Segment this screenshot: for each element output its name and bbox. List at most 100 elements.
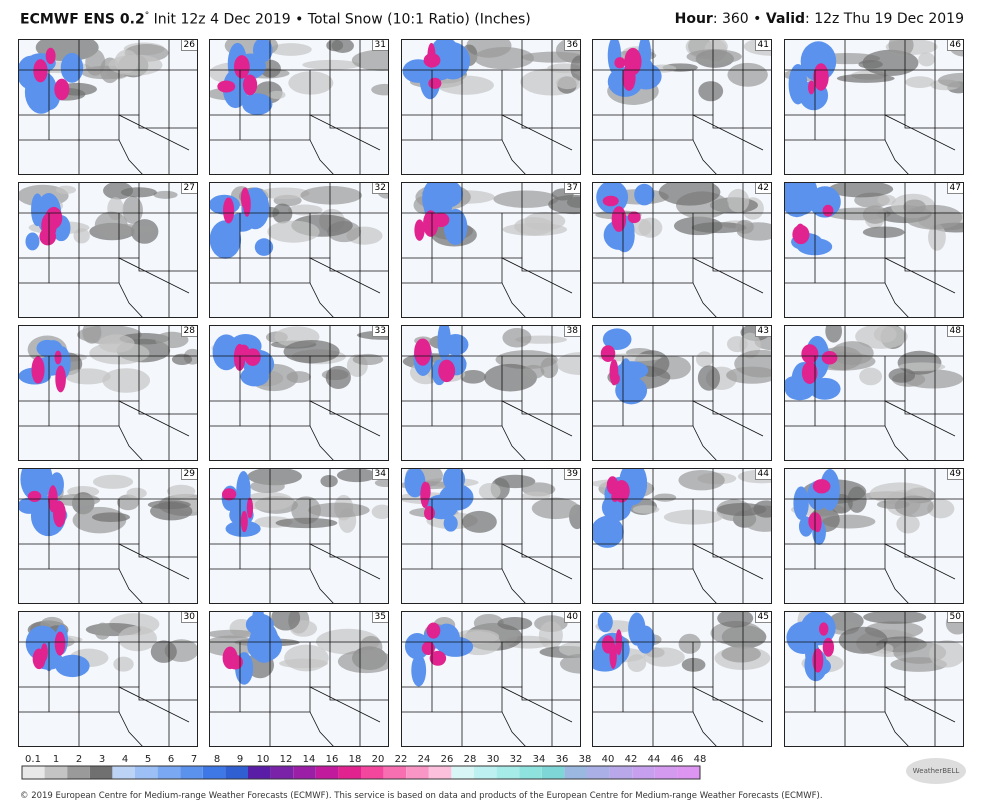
- snow-area: [45, 47, 56, 65]
- snow-area: [325, 365, 351, 390]
- colorbar-swatch: [383, 766, 407, 779]
- member-number: 44: [754, 469, 771, 480]
- member-number: 50: [946, 612, 963, 623]
- snow-area: [696, 351, 714, 368]
- snow-area: [91, 512, 131, 523]
- map-panel: 40: [401, 611, 581, 747]
- degree: °: [144, 11, 150, 21]
- colorbar-label: 0.1: [25, 754, 41, 765]
- snow-area: [223, 197, 235, 224]
- member-number: 49: [946, 469, 963, 480]
- state-border: [462, 282, 526, 317]
- snow-area: [918, 52, 936, 67]
- snow-area: [862, 49, 919, 76]
- snow-area: [602, 328, 632, 350]
- map: [593, 326, 771, 460]
- map-panel: 50: [784, 611, 964, 747]
- snow-area: [615, 376, 648, 405]
- snow-area: [531, 497, 580, 520]
- colorbar-label: 18: [349, 754, 362, 765]
- state-border: [884, 114, 956, 151]
- state-border: [593, 400, 771, 415]
- snow-area: [653, 493, 677, 502]
- map-panel: 30: [18, 611, 198, 747]
- snow-area: [721, 645, 761, 663]
- member-number: 26: [180, 40, 197, 51]
- snow-area: [423, 210, 439, 237]
- state-border: [210, 543, 388, 558]
- snow-area: [497, 616, 533, 631]
- colorbar-label: 1: [53, 754, 59, 765]
- map-panel: 26: [18, 39, 198, 175]
- state-border: [118, 114, 190, 151]
- snow-area: [801, 361, 818, 385]
- map-panel: 41: [592, 39, 772, 175]
- map-panel: 39: [401, 468, 581, 604]
- snow-area: [432, 183, 463, 208]
- colorbar-swatch: [428, 766, 452, 779]
- snow-area: [597, 612, 613, 633]
- colorbar-swatch: [564, 766, 587, 779]
- snow-area: [813, 514, 822, 533]
- state-border: [309, 543, 381, 580]
- member-number: 35: [371, 612, 388, 623]
- snow-area: [938, 72, 963, 88]
- map-panel: 35: [209, 611, 389, 747]
- snow-area: [462, 510, 497, 533]
- snow-area: [614, 57, 626, 69]
- snow-area: [443, 208, 468, 246]
- member-number: 34: [371, 469, 388, 480]
- snow-area: [221, 488, 237, 501]
- snow-area: [600, 345, 616, 362]
- state-border: [270, 568, 334, 603]
- snow-area: [831, 341, 874, 366]
- state-border: [501, 114, 573, 151]
- snow-area: [126, 487, 147, 499]
- snow-area: [336, 469, 377, 483]
- snow-area: [862, 226, 905, 238]
- colorbar-swatch: [248, 766, 271, 779]
- snow-area: [242, 93, 273, 116]
- state-border: [845, 425, 909, 460]
- state-border: [79, 711, 143, 746]
- snow-area: [896, 514, 920, 534]
- state-border: [501, 543, 573, 580]
- state-border: [593, 257, 771, 272]
- colorbar-swatch: [654, 766, 678, 779]
- map: [402, 612, 580, 746]
- snow-area: [242, 74, 258, 96]
- snow-area: [92, 474, 134, 489]
- state-border: [402, 257, 580, 272]
- map-panel: 46: [784, 39, 964, 175]
- state-border: [462, 568, 526, 603]
- snow-area: [438, 359, 456, 383]
- state-border: [462, 139, 526, 174]
- snow-area: [460, 369, 486, 384]
- state-border: [653, 139, 717, 174]
- colorbar-label: 38: [579, 754, 592, 765]
- colorbar-swatch: [44, 766, 68, 779]
- snow-area: [33, 59, 48, 83]
- snow-area: [269, 43, 312, 56]
- member-number: 30: [180, 612, 197, 623]
- map-panel: 45: [592, 611, 772, 747]
- snow-area: [279, 658, 329, 669]
- map-panel: 34: [209, 468, 389, 604]
- colorbar-label: 7: [191, 754, 197, 765]
- snow-area: [812, 479, 831, 494]
- map: [593, 612, 771, 746]
- colorbar-swatch: [496, 766, 520, 779]
- snow-area: [429, 650, 447, 666]
- snow-area: [478, 482, 501, 500]
- state-border: [653, 568, 717, 603]
- snow-area: [371, 504, 388, 519]
- snow-area: [287, 204, 323, 216]
- snow-area: [821, 350, 838, 365]
- snow-area: [877, 194, 896, 206]
- colorbar-label: 14: [303, 754, 316, 765]
- valid-info: Hour: 360 • Valid: 12z Thu 19 Dec 2019: [675, 11, 964, 27]
- colorbar-swatch: [112, 766, 135, 779]
- snow-area: [428, 77, 442, 89]
- map: [785, 612, 963, 746]
- map: [210, 612, 388, 746]
